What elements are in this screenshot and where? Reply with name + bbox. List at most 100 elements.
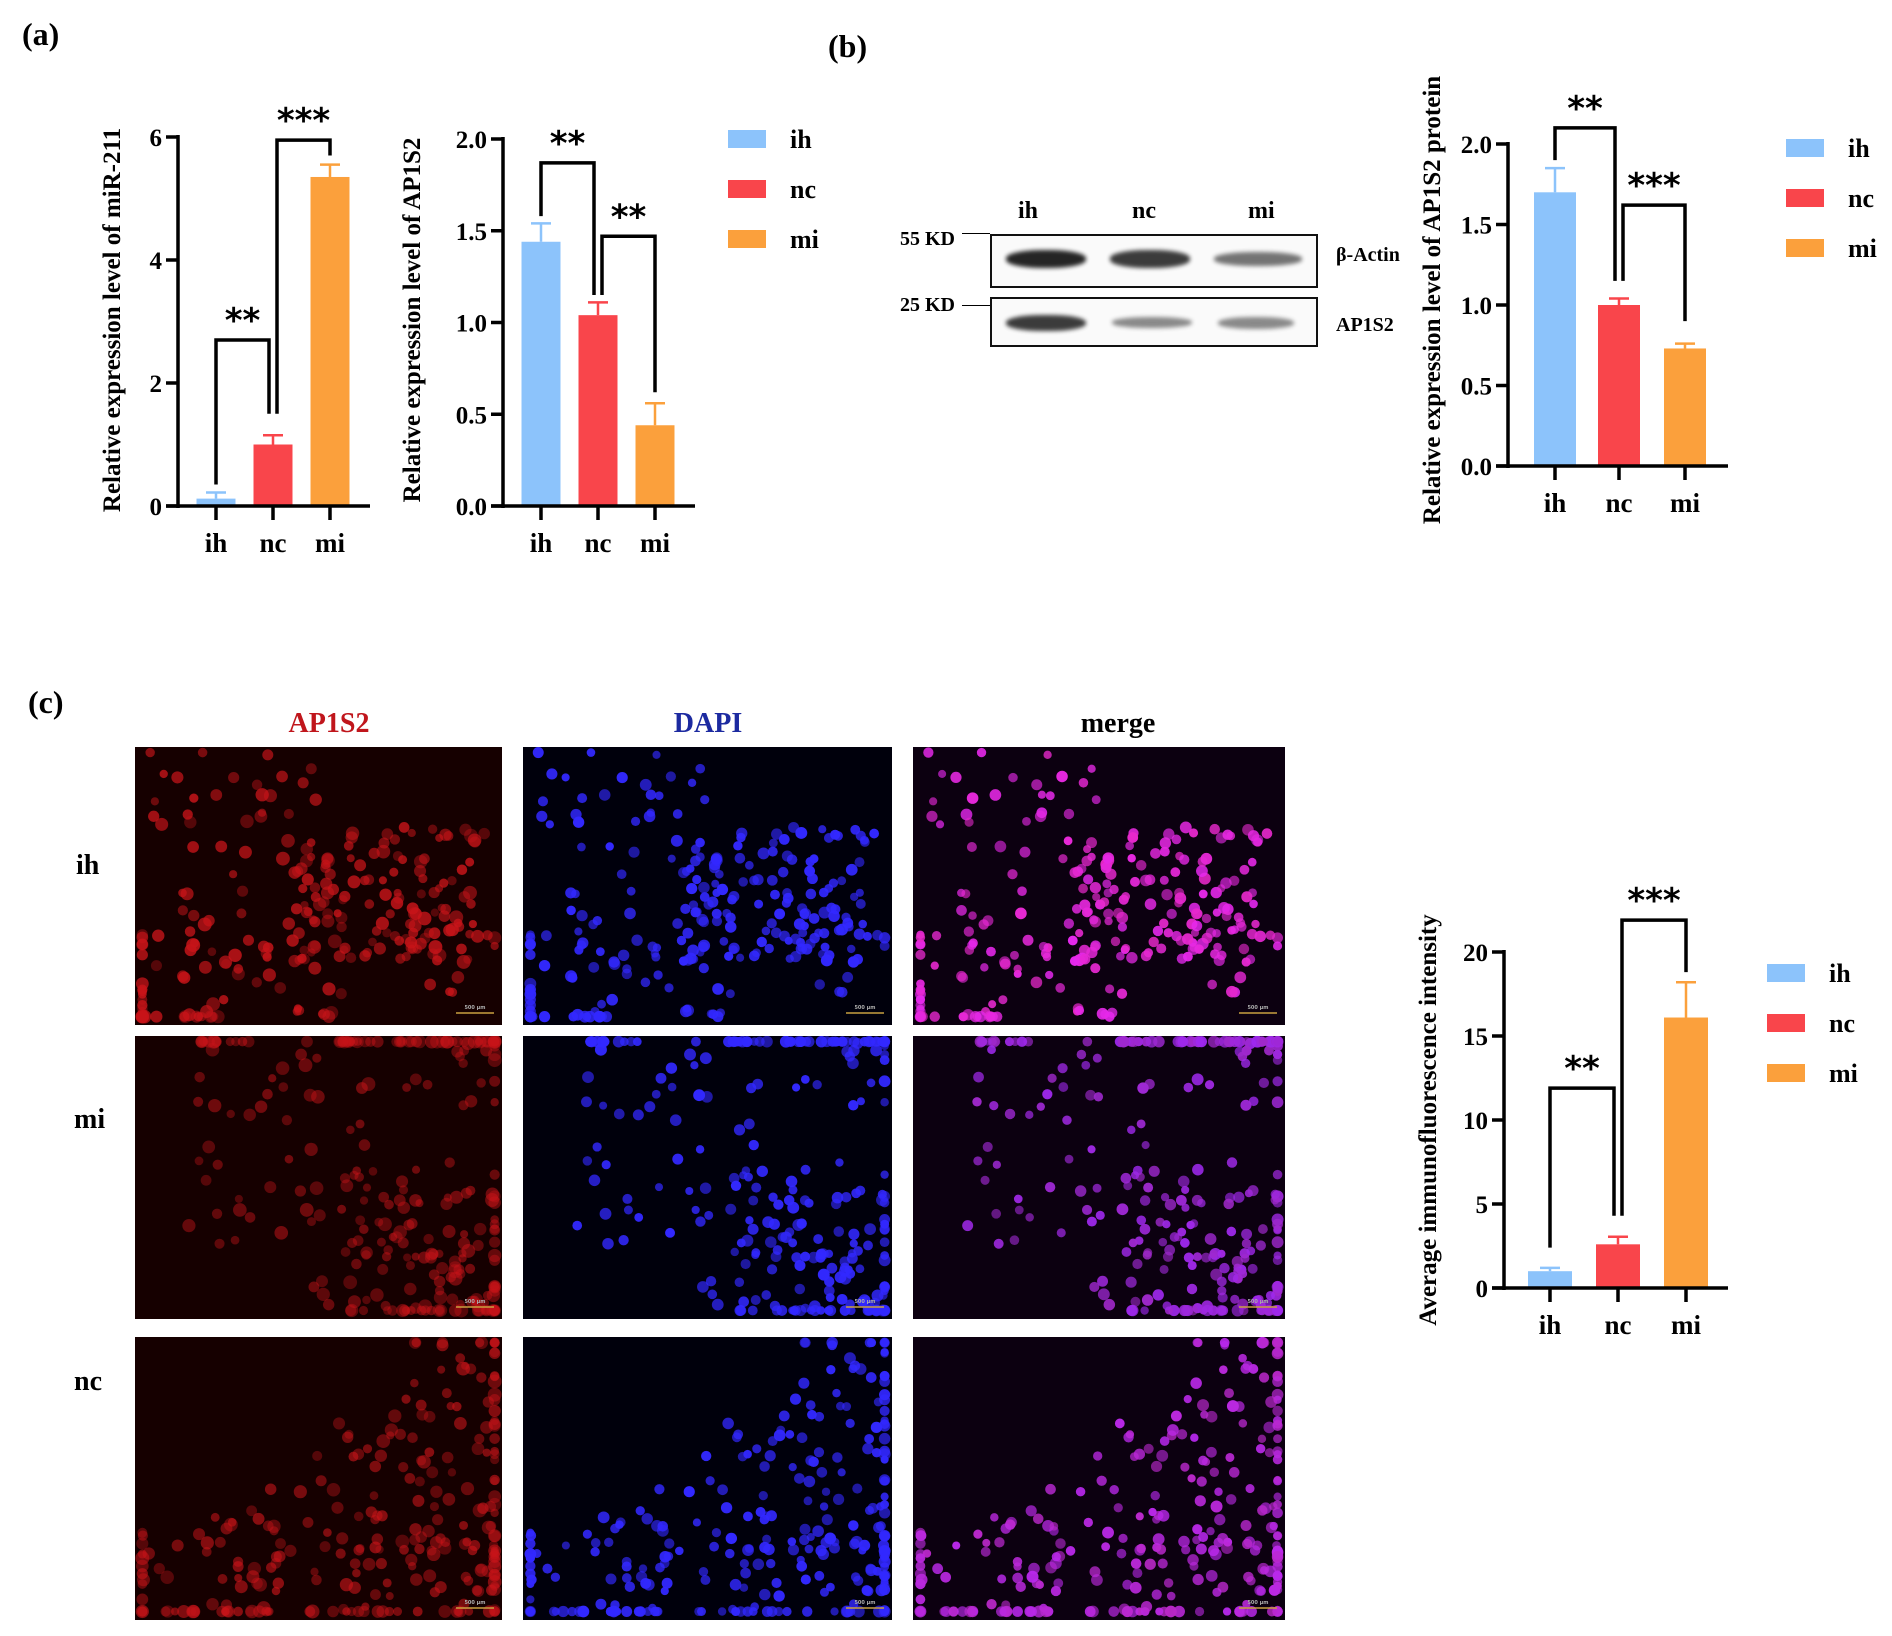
legend-label-mi: mi	[1829, 1059, 1858, 1088]
scale-bar-label: 500 μm	[464, 1600, 485, 1606]
bar-nc	[253, 444, 293, 506]
significance-bracket	[1621, 203, 1687, 322]
y-tick-label: 15	[1463, 1024, 1488, 1051]
band	[1006, 250, 1086, 268]
blot-beta-actin	[990, 234, 1318, 288]
legend-swatch-ih	[1767, 964, 1805, 982]
significance-bracket	[214, 338, 271, 485]
bar-nc	[1596, 1244, 1640, 1288]
y-tick-label: 2.0	[456, 127, 487, 154]
legend-swatch-nc	[1786, 189, 1824, 207]
if-row-ih: ih	[76, 850, 100, 881]
bar-ih	[1528, 1271, 1572, 1288]
x-tick-label: ih	[530, 528, 553, 558]
y-axis-title: Average immunofluorescence intensity	[1415, 914, 1442, 1326]
x-tick-label: nc	[1605, 1310, 1632, 1340]
scale-bar-label: 500 μm	[854, 1600, 875, 1606]
scale-bar-label: 500 μm	[854, 1005, 875, 1011]
bar-chart-3: ih nc mi 0 5 10 15 20 Average immunofluorescence…	[1415, 881, 1858, 1340]
bar-ih	[196, 498, 236, 506]
legend-label-nc: nc	[1848, 184, 1874, 213]
y-tick-label: 5	[1476, 1192, 1489, 1219]
micrograph-nc-dapi: 500 μm	[523, 1337, 892, 1620]
x-tick-label: nc	[585, 528, 612, 558]
y-tick-label: 0.5	[456, 402, 487, 429]
micrograph-nc-ap1s2: 500 μm	[135, 1337, 502, 1620]
x-tick-label: mi	[640, 528, 670, 558]
x-tick-label: ih	[1539, 1310, 1562, 1340]
bar-mi	[635, 425, 675, 506]
micrograph-ih-merge: 500 μm	[913, 747, 1285, 1025]
if-row-mi: mi	[74, 1104, 106, 1135]
y-tick-label: 4	[150, 248, 163, 275]
wb-lane-nc: nc	[1132, 198, 1156, 224]
micrograph-mi-merge: 500 μm	[913, 1036, 1285, 1319]
legend-label-ih: ih	[1848, 134, 1870, 163]
significance-label: **	[611, 197, 647, 237]
y-axis-title: Relative expression level of miR-211	[99, 128, 126, 512]
wb-marker-25kd: 25 KD	[900, 294, 955, 316]
significance-label: **	[550, 124, 586, 164]
wb-marker-55kd: 55 KD	[900, 228, 955, 250]
y-tick-label: 1.0	[1461, 293, 1492, 320]
if-column-merge: merge	[1080, 708, 1156, 739]
band	[1218, 317, 1294, 329]
band	[1112, 317, 1192, 328]
legend-label-ih: ih	[790, 125, 812, 154]
significance-label: ***	[277, 101, 331, 141]
significance-bracket	[1553, 126, 1617, 281]
marker-tick	[962, 233, 990, 234]
bar-chart-1: ih nc mi 0.0 0.5 1.0 1.5 2.0 Relative expression…	[399, 124, 695, 558]
y-tick-label: 0.0	[1461, 454, 1492, 481]
x-tick-label: ih	[205, 528, 228, 558]
y-tick-label: 6	[150, 125, 163, 152]
significance-label: **	[225, 301, 261, 341]
x-tick-label: mi	[315, 528, 345, 558]
significance-label: ***	[1627, 881, 1681, 921]
y-tick-label: 2.0	[1461, 132, 1492, 159]
panel-label-c: (c)	[28, 684, 64, 720]
wb-lane-mi: mi	[1248, 198, 1275, 224]
scale-bar-label: 500 μm	[1247, 1005, 1268, 1011]
if-column-ap1s2: AP1S2	[288, 708, 370, 739]
legend-label-nc: nc	[790, 175, 816, 204]
legend-label-ih: ih	[1829, 959, 1851, 988]
x-tick-label: mi	[1671, 1310, 1701, 1340]
bar-chart-2: ih nc mi 0.0 0.5 1.0 1.5 2.0 Relative expression…	[1419, 76, 1877, 524]
x-tick-label: nc	[1606, 488, 1633, 518]
if-column-dapi: DAPI	[673, 708, 743, 739]
y-tick-label: 0	[150, 494, 163, 521]
legend-swatch-nc	[728, 180, 766, 198]
x-tick-label: nc	[260, 528, 287, 558]
legend-swatch-mi	[728, 230, 766, 248]
y-tick-label: 2	[150, 371, 163, 398]
legend-label-nc: nc	[1829, 1009, 1855, 1038]
bar-mi	[310, 176, 350, 506]
wb-protein-ap1s2: AP1S2	[1336, 314, 1394, 336]
y-tick-label: 1.5	[1461, 213, 1492, 240]
significance-label: **	[1567, 89, 1603, 129]
micrograph-mi-dapi: 500 μm	[523, 1036, 892, 1319]
micrograph-ih-ap1s2: 500 μm	[135, 747, 502, 1025]
scale-bar-label: 500 μm	[1247, 1600, 1268, 1606]
legend-swatch-ih	[1786, 139, 1824, 157]
y-tick-label: 20	[1463, 940, 1488, 967]
significance-bracket	[600, 234, 657, 393]
scale-bar-label: 500 μm	[854, 1299, 875, 1305]
legend-swatch-mi	[1767, 1064, 1805, 1082]
significance-label: ***	[1627, 166, 1681, 206]
wb-protein-beta-actin: β-Actin	[1336, 244, 1400, 266]
legend-swatch-nc	[1767, 1014, 1805, 1032]
legend-label-mi: mi	[790, 225, 819, 254]
significance-bracket	[539, 161, 596, 295]
y-tick-label: 0	[1476, 1276, 1489, 1303]
panel-label-b: (b)	[828, 28, 868, 64]
significance-label: **	[1564, 1049, 1600, 1089]
scale-bar-label: 500 μm	[464, 1299, 485, 1305]
if-row-nc: nc	[74, 1366, 102, 1397]
legend-swatch-mi	[1786, 239, 1824, 257]
scale-bar-label: 500 μm	[464, 1005, 485, 1011]
blot-ap1s2	[990, 297, 1318, 347]
